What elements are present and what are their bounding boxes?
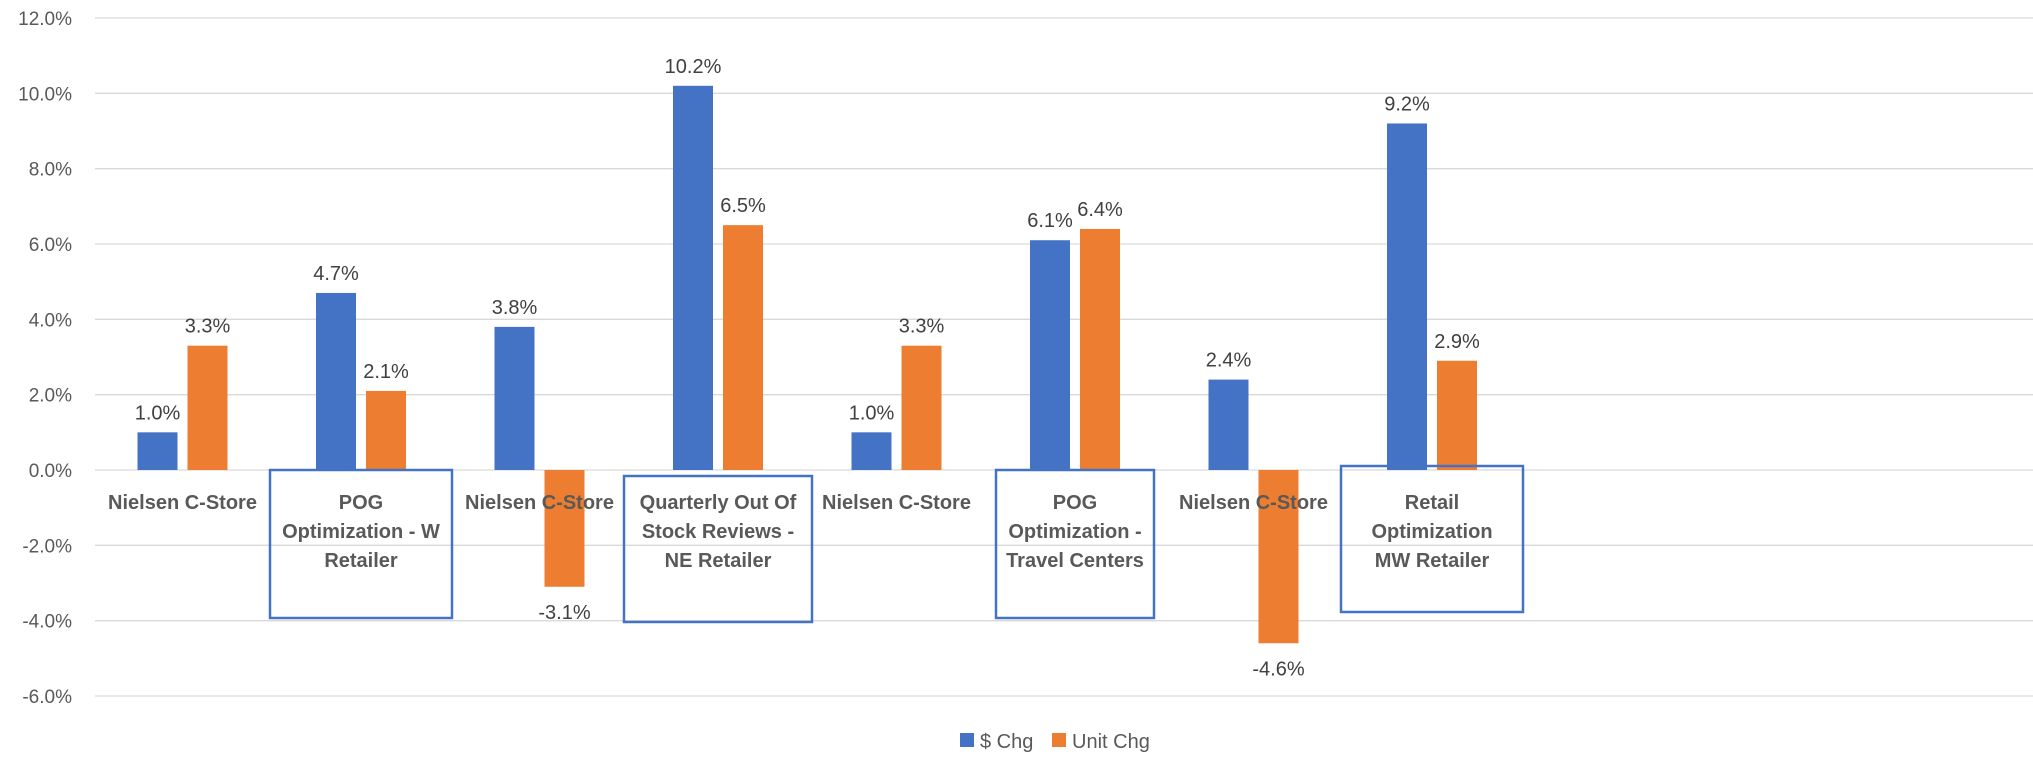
data-label: 9.2% — [1384, 93, 1430, 115]
highlight-box — [994, 468, 1156, 620]
bar-unit-chg — [1258, 470, 1299, 644]
data-label: 2.4% — [1206, 350, 1252, 372]
data-labels: 1.0% 3.3% 4.7% 2.1% 3.8% -3.1% 10.2% 6.5% 1.0% 3.… — [135, 56, 1480, 680]
data-label: 1.0% — [135, 402, 181, 424]
category-label: Nielsen C-Store — [822, 492, 971, 514]
y-axis-ticks: 12.0% 10.0% 8.0% 6.0% 4.0% 2.0% 0.0% -2.0% -4.0%… — [18, 9, 72, 708]
y-tick-label: 2.0% — [29, 386, 72, 407]
bar-dollar-chg — [1030, 240, 1070, 470]
data-label: 2.9% — [1434, 331, 1480, 353]
y-tick-label: 12.0% — [18, 9, 72, 30]
category-label: Optimization — [1371, 521, 1492, 543]
data-label: 3.3% — [899, 316, 945, 338]
legend-label: Unit Chg — [1072, 731, 1150, 753]
bar-unit-chg — [544, 470, 585, 587]
category-label: Travel Centers — [1006, 550, 1144, 572]
bar-unit-chg — [1080, 228, 1120, 470]
data-label: 3.8% — [492, 297, 538, 319]
legend-swatch — [960, 733, 974, 747]
y-tick-label: 8.0% — [29, 160, 72, 181]
category-label: POG — [1053, 492, 1097, 514]
bar-dollar-chg — [494, 326, 535, 470]
data-label: 3.3% — [185, 316, 231, 338]
bar-unit-chg — [723, 225, 763, 470]
category-label: Nielsen C-Store — [1179, 492, 1328, 514]
data-label: 4.7% — [313, 263, 359, 285]
category-label: Nielsen C-Store — [465, 492, 614, 514]
legend-label: $ Chg — [980, 731, 1033, 753]
category-label: Stock Reviews - — [642, 521, 794, 543]
y-tick-label: 0.0% — [29, 461, 72, 482]
data-label: 6.4% — [1077, 199, 1123, 221]
legend: $ Chg Unit Chg — [960, 731, 1150, 753]
data-label: 1.0% — [849, 402, 895, 424]
category-labels: Nielsen C-Store POG Optimization - W Retail… — [108, 492, 1493, 572]
data-label: -3.1% — [538, 602, 590, 624]
data-label: 6.5% — [720, 195, 766, 217]
bar-dollar-chg — [137, 432, 178, 470]
bars — [137, 85, 1477, 644]
category-label: POG — [339, 492, 383, 514]
category-label: Retail — [1405, 492, 1459, 514]
bar-dollar-chg — [851, 432, 892, 470]
data-label: 2.1% — [363, 361, 409, 383]
y-tick-label: 6.0% — [29, 235, 72, 256]
bar-dollar-chg — [1208, 379, 1249, 470]
category-label: NE Retailer — [665, 550, 772, 572]
data-label: 10.2% — [665, 56, 722, 78]
y-tick-label: -2.0% — [22, 536, 72, 557]
bar-unit-chg — [901, 345, 942, 470]
category-label: Retailer — [324, 550, 398, 572]
y-tick-label: -4.0% — [22, 612, 72, 633]
category-label: Optimization - — [1008, 521, 1141, 543]
category-label: Optimization - W — [282, 521, 440, 543]
bar-dollar-chg — [673, 85, 713, 471]
bar-dollar-chg — [1387, 123, 1427, 470]
data-label: 6.1% — [1027, 210, 1073, 232]
highlight-box — [268, 468, 454, 620]
bar-unit-chg — [366, 390, 406, 470]
category-label: MW Retailer — [1375, 550, 1490, 572]
legend-swatch — [1052, 733, 1066, 747]
category-label: Nielsen C-Store — [108, 492, 257, 514]
highlight-box — [1339, 464, 1525, 614]
y-tick-label: 4.0% — [29, 310, 72, 331]
highlight-boxes — [268, 464, 1525, 624]
highlight-box — [622, 474, 814, 624]
bar-dollar-chg — [316, 292, 356, 470]
y-tick-label: 10.0% — [18, 84, 72, 105]
bar-unit-chg — [187, 345, 228, 470]
category-label: Quarterly Out Of — [640, 492, 797, 514]
data-label: -4.6% — [1252, 658, 1304, 680]
y-tick-label: -6.0% — [22, 687, 72, 708]
bar-unit-chg — [1437, 360, 1477, 470]
